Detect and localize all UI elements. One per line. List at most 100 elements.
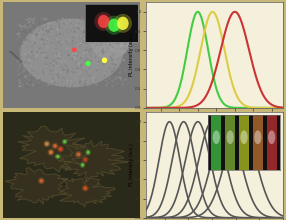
Point — [58, 32, 63, 36]
Point — [61, 76, 66, 79]
Point — [82, 51, 87, 55]
Point — [118, 35, 122, 38]
Point — [82, 31, 86, 34]
Point — [116, 49, 120, 52]
Point — [61, 25, 65, 29]
Point — [104, 62, 108, 65]
Point — [44, 17, 49, 21]
Point — [99, 69, 104, 73]
Point — [52, 82, 57, 86]
Point — [29, 43, 34, 47]
Point — [70, 82, 74, 86]
Point — [105, 34, 110, 38]
Point — [116, 42, 120, 45]
Point — [102, 51, 106, 54]
Point — [19, 28, 24, 31]
Point — [64, 69, 69, 72]
Point — [99, 42, 104, 45]
Point — [63, 79, 67, 83]
Point — [51, 59, 56, 62]
Point — [24, 25, 29, 29]
Polygon shape — [59, 178, 115, 207]
Point — [34, 72, 38, 76]
Point — [32, 16, 37, 20]
Point — [104, 72, 109, 75]
Point — [121, 25, 126, 28]
Point — [17, 64, 22, 68]
Point — [23, 77, 28, 80]
Point — [25, 55, 29, 59]
Point — [80, 35, 85, 38]
Point — [77, 63, 82, 66]
Point — [62, 140, 67, 143]
Point — [63, 66, 68, 69]
Point — [39, 179, 44, 183]
Point — [121, 83, 125, 86]
Point — [114, 45, 119, 49]
Point — [40, 38, 44, 41]
Point — [91, 80, 96, 84]
Point — [101, 50, 106, 54]
Point — [120, 29, 125, 32]
Point — [90, 35, 95, 38]
Point — [33, 44, 38, 48]
Point — [87, 83, 92, 87]
Point — [72, 71, 76, 75]
Point — [99, 57, 104, 60]
Point — [61, 61, 65, 64]
Point — [34, 76, 39, 80]
Point — [25, 45, 29, 49]
Point — [51, 64, 56, 67]
Point — [56, 21, 61, 24]
Point — [86, 84, 91, 88]
Point — [82, 66, 86, 70]
Point — [65, 69, 69, 73]
Point — [101, 63, 106, 67]
Point — [41, 75, 45, 79]
Point — [42, 42, 47, 46]
Point — [116, 42, 121, 46]
Point — [27, 40, 32, 43]
Point — [45, 37, 50, 41]
Point — [83, 16, 88, 20]
Point — [30, 64, 34, 68]
Point — [119, 81, 123, 84]
Point — [41, 76, 45, 79]
Point — [97, 21, 102, 24]
Point — [98, 75, 102, 78]
Point — [68, 67, 73, 71]
Point — [95, 66, 100, 70]
Point — [75, 29, 80, 32]
Point — [98, 50, 103, 53]
Point — [35, 79, 40, 83]
Point — [106, 33, 111, 36]
Point — [102, 74, 107, 77]
Point — [45, 44, 50, 48]
Point — [76, 55, 80, 59]
Point — [117, 40, 122, 43]
Point — [47, 65, 51, 68]
Point — [72, 70, 76, 73]
Point — [25, 39, 30, 43]
Point — [80, 41, 84, 44]
Point — [83, 76, 88, 79]
Point — [45, 47, 50, 50]
Point — [111, 24, 115, 28]
Point — [114, 36, 119, 40]
Point — [114, 17, 119, 20]
Point — [61, 72, 66, 76]
Point — [31, 36, 35, 39]
Point — [35, 50, 39, 54]
Point — [21, 37, 25, 41]
Point — [31, 21, 35, 25]
Point — [50, 73, 54, 77]
Point — [112, 54, 117, 58]
Point — [50, 42, 55, 45]
Point — [89, 43, 93, 46]
Point — [97, 43, 102, 46]
Point — [118, 73, 123, 76]
Point — [80, 68, 85, 71]
Point — [96, 62, 100, 65]
Point — [61, 50, 66, 54]
Point — [78, 21, 83, 25]
